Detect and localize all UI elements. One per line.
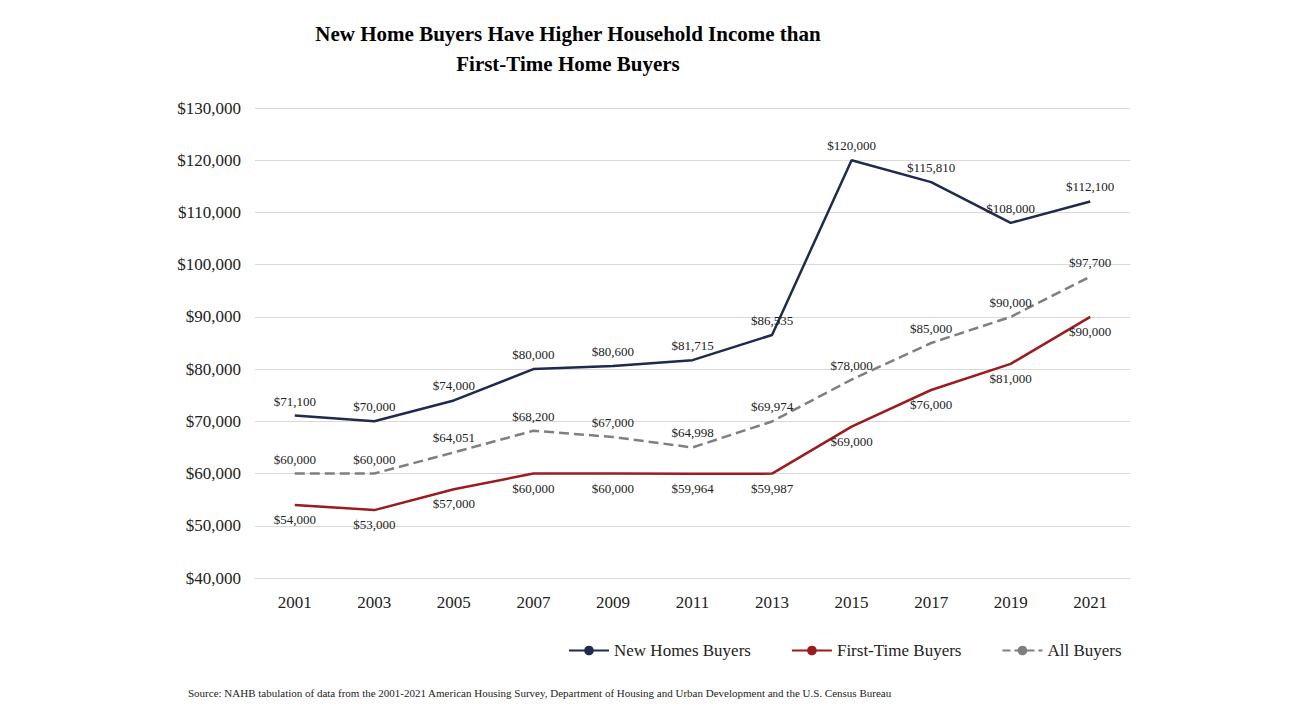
svg-text:$90,000: $90,000: [990, 295, 1032, 310]
svg-text:2021: 2021: [1073, 593, 1107, 612]
svg-text:$86,535: $86,535: [751, 313, 793, 328]
svg-text:$112,100: $112,100: [1066, 179, 1114, 194]
svg-text:New Home Buyers Have Higher Ho: New Home Buyers Have Higher Household In…: [315, 22, 821, 46]
svg-text:$69,000: $69,000: [830, 434, 872, 449]
svg-text:2017: 2017: [914, 593, 949, 612]
svg-text:$81,000: $81,000: [990, 371, 1032, 386]
svg-text:$60,000: $60,000: [186, 464, 241, 483]
svg-text:$54,000: $54,000: [274, 512, 316, 527]
svg-text:$64,998: $64,998: [671, 425, 713, 440]
svg-text:$90,000: $90,000: [1069, 324, 1111, 339]
svg-text:$59,964: $59,964: [671, 481, 714, 496]
svg-text:$60,000: $60,000: [274, 452, 316, 467]
svg-text:First-Time Home Buyers: First-Time Home Buyers: [456, 52, 680, 76]
svg-text:$108,000: $108,000: [986, 201, 1035, 216]
svg-text:New Homes Buyers: New Homes Buyers: [614, 641, 751, 660]
svg-text:$80,600: $80,600: [592, 344, 634, 359]
svg-text:$60,000: $60,000: [353, 452, 395, 467]
svg-text:$76,000: $76,000: [910, 397, 952, 412]
svg-text:$85,000: $85,000: [910, 321, 952, 336]
svg-text:2007: 2007: [516, 593, 551, 612]
svg-text:2013: 2013: [755, 593, 789, 612]
svg-text:$80,000: $80,000: [512, 347, 554, 362]
svg-text:$53,000: $53,000: [353, 517, 395, 532]
svg-text:$100,000: $100,000: [177, 255, 241, 274]
svg-text:Source: NAHB tabulation of dat: Source: NAHB tabulation of data from the…: [188, 687, 892, 699]
svg-text:$80,000: $80,000: [186, 360, 241, 379]
svg-text:$40,000: $40,000: [186, 569, 241, 588]
svg-text:$120,000: $120,000: [177, 151, 241, 170]
svg-text:2011: 2011: [676, 593, 709, 612]
svg-text:2003: 2003: [357, 593, 391, 612]
svg-text:2015: 2015: [835, 593, 869, 612]
svg-text:$90,000: $90,000: [186, 307, 241, 326]
svg-text:$130,000: $130,000: [177, 99, 241, 118]
svg-text:$97,700: $97,700: [1069, 255, 1111, 270]
svg-text:$69,974: $69,974: [751, 399, 794, 414]
svg-text:$115,810: $115,810: [907, 160, 955, 175]
svg-text:$68,200: $68,200: [512, 409, 554, 424]
svg-text:$70,000: $70,000: [353, 399, 395, 414]
svg-text:$67,000: $67,000: [592, 415, 634, 430]
svg-text:$78,000: $78,000: [830, 358, 872, 373]
svg-text:$81,715: $81,715: [671, 338, 713, 353]
svg-text:$74,000: $74,000: [433, 378, 475, 393]
svg-text:$71,100: $71,100: [274, 394, 316, 409]
svg-text:First-Time Buyers: First-Time Buyers: [837, 641, 962, 660]
svg-text:$120,000: $120,000: [827, 138, 876, 153]
svg-text:$60,000: $60,000: [592, 481, 634, 496]
svg-text:$57,000: $57,000: [433, 496, 475, 511]
svg-text:2019: 2019: [994, 593, 1028, 612]
svg-text:$70,000: $70,000: [186, 412, 241, 431]
svg-text:2001: 2001: [278, 593, 312, 612]
svg-text:$60,000: $60,000: [512, 481, 554, 496]
svg-text:2005: 2005: [437, 593, 471, 612]
svg-text:$64,051: $64,051: [433, 430, 475, 445]
svg-text:$59,987: $59,987: [751, 481, 794, 496]
svg-text:All Buyers: All Buyers: [1047, 641, 1121, 660]
svg-text:$50,000: $50,000: [186, 516, 241, 535]
svg-text:2009: 2009: [596, 593, 630, 612]
svg-text:$110,000: $110,000: [178, 203, 241, 222]
